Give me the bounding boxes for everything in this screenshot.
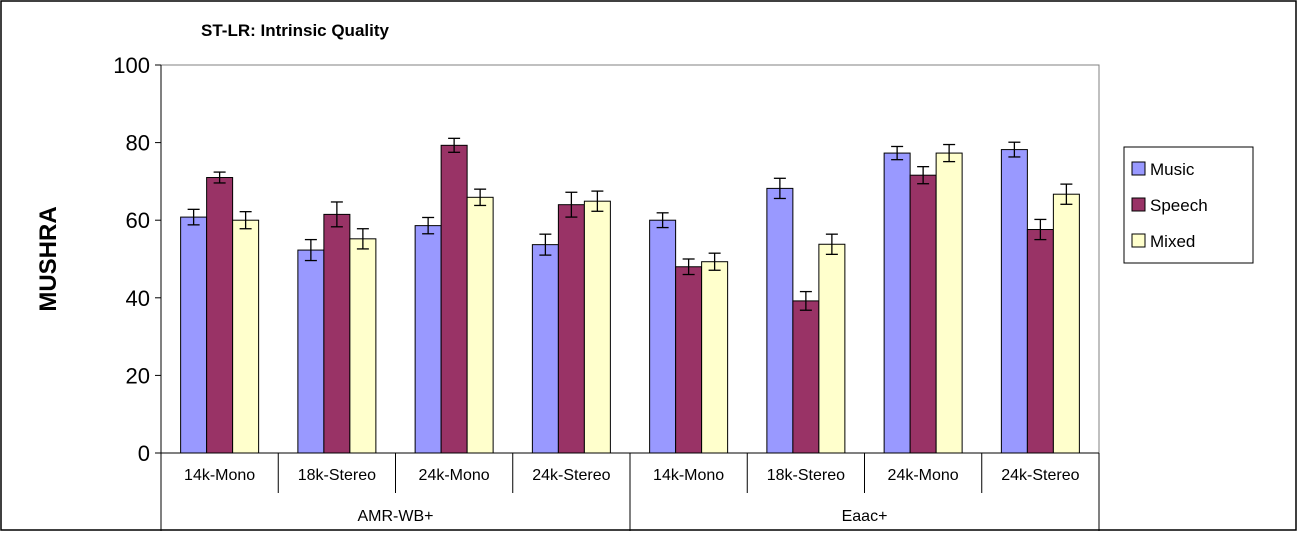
legend-label-mixed: Mixed <box>1150 232 1195 251</box>
bar-speech <box>557 204 585 454</box>
bar-mixed <box>466 196 494 454</box>
bar-mixed <box>232 219 260 454</box>
legend-swatch-mixed <box>1131 233 1146 248</box>
legend-label-music: Music <box>1150 160 1195 179</box>
bar-speech <box>675 266 703 454</box>
x-tick-label: 24k-Mono <box>419 467 490 484</box>
y-tick-label: 40 <box>126 286 150 311</box>
bar-speech <box>440 144 468 454</box>
legend-swatch-music <box>1131 161 1146 176</box>
y-tick-label: 20 <box>126 363 150 388</box>
bar-speech <box>909 174 937 454</box>
bar-mixed <box>935 152 963 454</box>
bars <box>180 137 1080 454</box>
bar-mixed <box>583 200 611 454</box>
x-axis: 14k-Mono 18k-Stereo 24k-Mono 24k-Stereo 14k-… <box>160 452 1100 531</box>
x-tick-label: 14k-Mono <box>184 467 255 484</box>
bar-music <box>297 249 325 454</box>
x-tick-label: 24k-Stereo <box>532 467 610 484</box>
bar-music <box>531 244 559 454</box>
x-tick-label: 18k-Stereo <box>767 467 845 484</box>
chart-title: ST-LR: Intrinsic Quality <box>201 21 390 40</box>
y-tick-label: 80 <box>126 131 150 156</box>
y-tick-label: 100 <box>113 53 150 78</box>
y-tick-label: 0 <box>138 441 150 466</box>
bar-music <box>180 216 208 454</box>
y-tick-label: 60 <box>126 208 150 233</box>
bar-mixed <box>349 238 377 454</box>
bar-mixed <box>818 243 846 454</box>
bar-speech <box>1026 229 1054 454</box>
y-axis-label: MUSHRA <box>35 206 62 311</box>
x-tick-label: 18k-Stereo <box>298 467 376 484</box>
legend-label-speech: Speech <box>1150 196 1208 215</box>
bar-mixed <box>1052 193 1080 454</box>
x-tick-label: 24k-Stereo <box>1001 467 1079 484</box>
group-label: AMR-WB+ <box>358 508 434 525</box>
bar-music <box>766 187 794 454</box>
bar-music <box>414 225 442 454</box>
group-label: Eaac+ <box>842 508 888 525</box>
bar-music <box>649 219 677 454</box>
x-tick-label: 24k-Mono <box>888 467 959 484</box>
bar-music <box>883 152 911 454</box>
bar-mixed <box>701 261 729 454</box>
y-axis: 0 20 40 60 80 100 <box>113 53 162 466</box>
bar-speech <box>792 300 820 454</box>
legend: Music Speech Mixed <box>1123 146 1254 264</box>
bar-speech <box>206 177 234 454</box>
bar-speech <box>323 213 351 454</box>
x-tick-label: 14k-Mono <box>653 467 724 484</box>
legend-swatch-speech <box>1131 197 1146 212</box>
bar-music <box>1000 149 1028 454</box>
